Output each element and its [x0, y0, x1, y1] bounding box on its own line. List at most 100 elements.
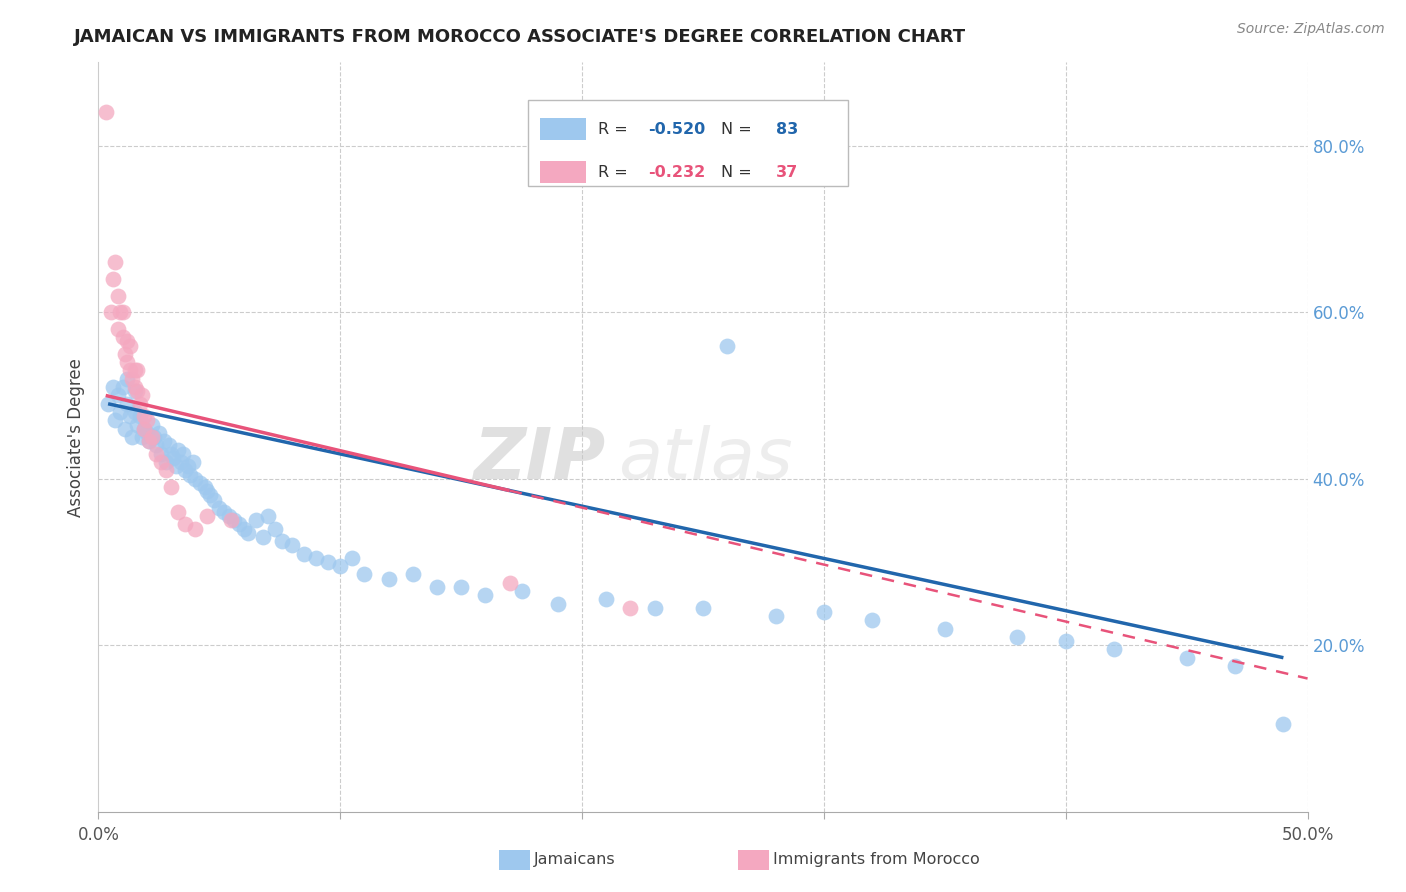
Point: [155, 455, 177, 469]
Point: [97, 397, 120, 411]
Point: [184, 522, 207, 536]
Point: [195, 484, 218, 499]
Point: [111, 330, 134, 344]
Point: [329, 559, 352, 574]
Point: [194, 480, 217, 494]
Point: [111, 380, 134, 394]
Point: [160, 447, 183, 461]
Point: [177, 459, 200, 474]
FancyBboxPatch shape: [527, 100, 848, 186]
Point: [134, 422, 156, 436]
Point: [135, 413, 157, 427]
Point: [256, 509, 278, 524]
Text: ZIP: ZIP: [474, 425, 606, 494]
Text: Jamaicans: Jamaicans: [534, 853, 616, 867]
Point: [124, 405, 146, 419]
Point: [860, 613, 883, 627]
Point: [1272, 717, 1295, 731]
Point: [450, 580, 472, 594]
Point: [1223, 659, 1246, 673]
Text: -0.232: -0.232: [648, 165, 706, 180]
Point: [716, 338, 738, 352]
Point: [117, 334, 139, 349]
Point: [127, 363, 149, 377]
Point: [111, 305, 134, 319]
Point: [692, 600, 714, 615]
Point: [157, 438, 180, 452]
Point: [245, 513, 267, 527]
Point: [595, 592, 617, 607]
Point: [117, 355, 139, 369]
Point: [138, 434, 160, 449]
Point: [167, 505, 190, 519]
Point: [141, 430, 163, 444]
Point: [1102, 642, 1125, 657]
Point: [188, 475, 211, 490]
Point: [1175, 650, 1198, 665]
Point: [134, 422, 156, 436]
Point: [135, 425, 157, 440]
Point: [426, 580, 449, 594]
Point: [204, 492, 226, 507]
Point: [121, 430, 143, 444]
Point: [179, 467, 201, 482]
Bar: [540, 118, 586, 140]
Point: [108, 405, 131, 419]
Point: [619, 600, 641, 615]
Text: N =: N =: [721, 165, 756, 180]
Point: [117, 372, 139, 386]
Point: [195, 509, 218, 524]
Text: R =: R =: [598, 122, 633, 137]
Point: [198, 488, 221, 502]
Point: [127, 384, 149, 399]
Point: [108, 305, 131, 319]
Point: [402, 567, 425, 582]
Point: [107, 388, 129, 402]
Point: [167, 442, 190, 457]
Point: [145, 438, 167, 452]
Bar: [540, 161, 586, 183]
Text: JAMAICAN VS IMMIGRANTS FROM MOROCCO ASSOCIATE'S DEGREE CORRELATION CHART: JAMAICAN VS IMMIGRANTS FROM MOROCCO ASSO…: [75, 28, 966, 45]
Point: [264, 522, 287, 536]
Point: [498, 575, 520, 590]
Point: [252, 530, 274, 544]
Point: [104, 413, 127, 427]
Point: [208, 500, 231, 515]
Point: [474, 588, 496, 602]
Y-axis label: Associate's Degree: Associate's Degree: [66, 358, 84, 516]
Text: 37: 37: [776, 165, 797, 180]
Point: [94, 105, 117, 120]
Point: [118, 338, 141, 352]
Point: [117, 397, 139, 411]
Point: [1007, 630, 1029, 644]
Point: [238, 525, 260, 540]
Point: [934, 622, 956, 636]
Text: N =: N =: [721, 122, 756, 137]
Point: [165, 459, 187, 474]
Point: [141, 417, 163, 432]
Point: [160, 480, 183, 494]
Point: [107, 288, 129, 302]
Point: [271, 534, 294, 549]
Point: [232, 522, 254, 536]
Point: [150, 447, 173, 461]
Point: [222, 513, 245, 527]
Point: [100, 305, 122, 319]
Point: [644, 600, 666, 615]
Point: [174, 463, 197, 477]
Point: [281, 538, 304, 552]
Point: [101, 380, 124, 394]
Point: [138, 434, 160, 449]
Point: [212, 505, 235, 519]
Point: [148, 425, 170, 440]
Point: [128, 409, 150, 424]
Point: [114, 422, 136, 436]
Point: [510, 584, 533, 599]
Point: [218, 509, 240, 524]
Point: [131, 388, 153, 402]
Text: Immigrants from Morocco: Immigrants from Morocco: [773, 853, 980, 867]
Text: -0.520: -0.520: [648, 122, 706, 137]
Point: [104, 255, 127, 269]
Point: [377, 572, 399, 586]
Point: [155, 463, 177, 477]
